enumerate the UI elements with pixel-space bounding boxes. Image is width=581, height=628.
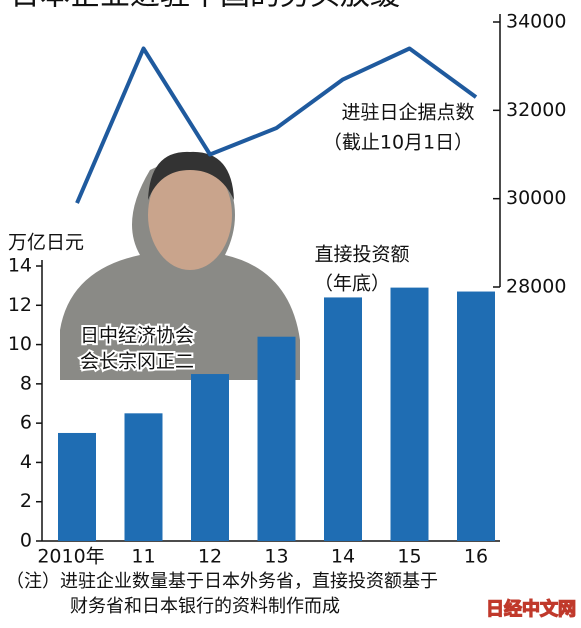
series-note: （年底） xyxy=(314,273,390,295)
y-axis-label: 万亿日元 xyxy=(8,232,84,254)
bar xyxy=(124,413,163,541)
y2-tick-label: 34000 xyxy=(506,11,566,33)
series-label: 直接投资额 xyxy=(314,244,409,266)
bar xyxy=(457,291,495,541)
photo-caption: 会长宗冈正二 xyxy=(80,351,194,373)
y2-tick-label: 32000 xyxy=(506,99,566,121)
series-label: 进驻日企据点数 xyxy=(341,102,474,124)
x-tick-label: 13 xyxy=(264,546,288,568)
plot: 0 2 4 6 8 10 12 14 28000 30000 32000 34000 2010年 11 12… xyxy=(8,11,567,568)
photo-face xyxy=(148,160,232,270)
x-tick-label: 11 xyxy=(131,546,155,568)
footnote: 财务省和日本银行的资料制作而成 xyxy=(70,596,340,617)
y-tick-label: 10 xyxy=(8,333,32,355)
y-tick-label: 12 xyxy=(8,294,32,316)
y-tick-label: 6 xyxy=(20,412,32,434)
x-tick-label: 2010年 xyxy=(37,546,104,568)
y-tick-label: 2 xyxy=(20,490,32,512)
photo-person xyxy=(60,161,300,380)
y-tick-label: 4 xyxy=(20,451,32,473)
chart-title: 日本企业进驻中国的势头放缓 xyxy=(10,0,400,13)
bar xyxy=(58,432,96,541)
x-tick-label: 16 xyxy=(464,546,488,568)
y2-tick-label: 28000 xyxy=(506,276,566,298)
y-tick-label: 14 xyxy=(8,255,32,277)
y-tick-label: 8 xyxy=(20,372,32,394)
bar xyxy=(390,287,429,541)
x-tick-label: 14 xyxy=(331,546,355,568)
line xyxy=(75,46,478,204)
photo-hair xyxy=(148,151,234,200)
watermark: 日经中文网 xyxy=(486,598,576,620)
x-tick-label: 15 xyxy=(397,546,421,568)
y-tick-label: 0 xyxy=(20,530,32,552)
footnote: （注）进驻企业数量基于日本外务省，直接投资额基于 xyxy=(6,571,438,592)
bar xyxy=(257,336,296,541)
x-tick-label: 12 xyxy=(198,546,222,568)
series-note: （截止10月1日） xyxy=(323,132,473,154)
y2-tick-label: 30000 xyxy=(506,187,566,209)
photo-caption: 日中经济协会 xyxy=(80,325,194,347)
photo xyxy=(60,151,300,380)
bar xyxy=(324,297,362,541)
bar xyxy=(191,374,229,541)
